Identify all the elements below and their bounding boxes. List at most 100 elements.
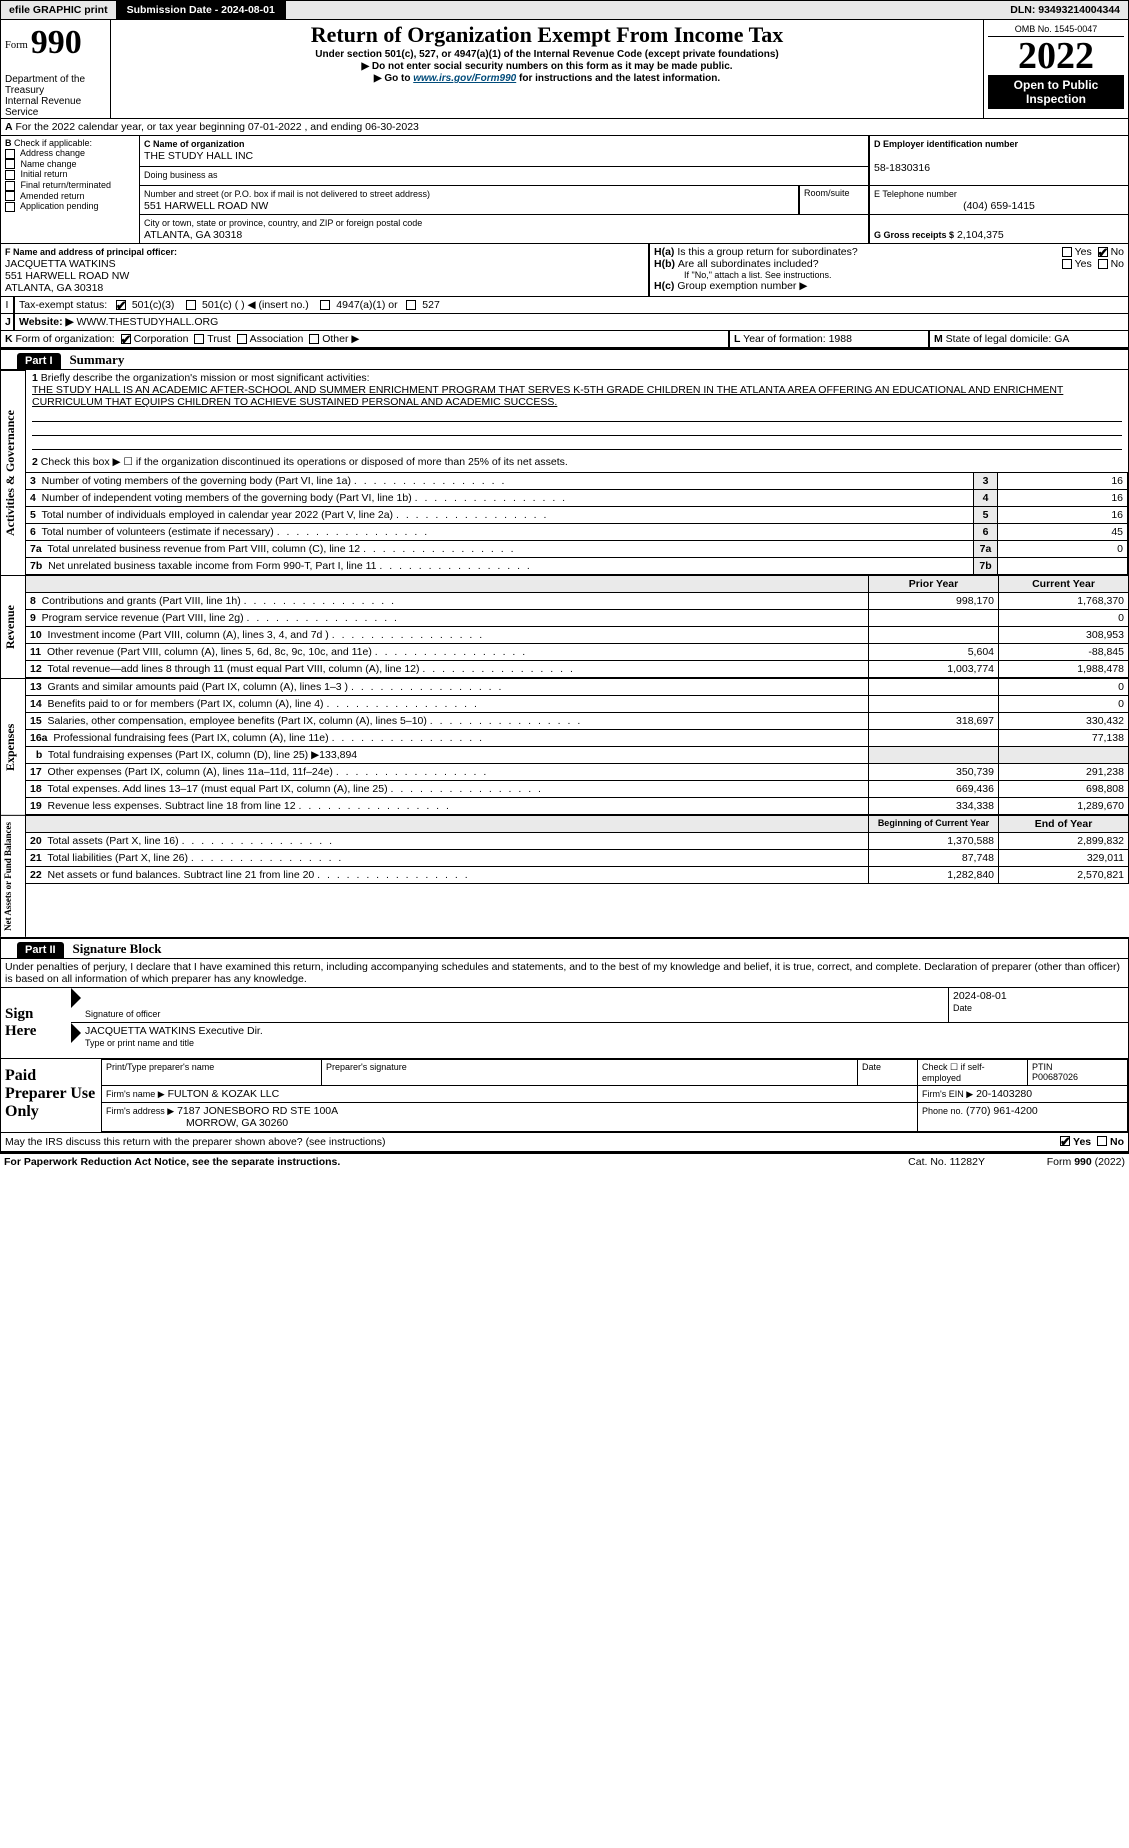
- hb-yes-checkbox[interactable]: [1062, 259, 1072, 269]
- col-prior: Prior Year: [869, 576, 999, 593]
- check-name-change[interactable]: [5, 159, 15, 169]
- firm-name-label: Firm's name ▶: [106, 1089, 165, 1099]
- discuss-yes-checkbox[interactable]: [1060, 1136, 1070, 1146]
- state-domicile-value: GA: [1054, 333, 1069, 345]
- col-begin: Beginning of Current Year: [869, 816, 999, 833]
- phone-label: E Telephone number: [874, 189, 957, 199]
- firm-addr2: MORROW, GA 30260: [106, 1117, 288, 1129]
- irs-gov-link[interactable]: www.irs.gov/Form990: [413, 73, 516, 84]
- org-name-label: C Name of organization: [144, 139, 245, 149]
- ein-value: 58-1830316: [874, 162, 930, 174]
- tab-net-assets: Net Assets or Fund Balances: [0, 815, 26, 937]
- k-trust-checkbox[interactable]: [194, 334, 204, 344]
- tax-status-label: Tax-exempt status:: [19, 299, 107, 311]
- open-inspection-badge: Open to Public Inspection: [988, 75, 1124, 109]
- sign-arrow-icon: [71, 988, 81, 1008]
- phone-value: (404) 659-1415: [874, 200, 1124, 212]
- check-amended-return[interactable]: [5, 191, 15, 201]
- efile-topbar: efile GRAPHIC print Submission Date - 20…: [0, 0, 1129, 20]
- check-application-pending[interactable]: [5, 202, 15, 212]
- form-title-box: Return of Organization Exempt From Incom…: [111, 20, 983, 118]
- part1-title: Summary: [63, 352, 124, 367]
- prep-name-label: Print/Type preparer's name: [102, 1059, 322, 1085]
- check-address-change[interactable]: [5, 149, 15, 159]
- website-value: WWW.THESTUDYHALL.ORG: [76, 316, 218, 328]
- ha-no-checkbox[interactable]: [1098, 247, 1108, 257]
- officer-addr1: 551 HARWELL ROAD NW: [5, 270, 129, 282]
- city-label: City or town, state or province, country…: [144, 218, 422, 228]
- pra-notice: For Paperwork Reduction Act Notice, see …: [4, 1156, 908, 1168]
- dba-label: Doing business as: [144, 170, 218, 180]
- prep-date-label: Date: [858, 1059, 918, 1085]
- state-domicile-label: State of legal domicile:: [946, 333, 1052, 345]
- date-label: Date: [953, 1003, 972, 1013]
- paid-preparer-label: Paid Preparer Use Only: [1, 1059, 101, 1132]
- street-label: Number and street (or P.O. box if mail i…: [144, 189, 430, 199]
- check-initial-return[interactable]: [5, 170, 15, 180]
- cat-no: Cat. No. 11282Y: [908, 1156, 985, 1168]
- gross-value: 2,104,375: [957, 229, 1004, 241]
- self-employed-label: Check ☐ if self-employed: [918, 1059, 1028, 1085]
- status-501c3-checkbox[interactable]: [116, 300, 126, 310]
- officer-name: JACQUETTA WATKINS: [5, 258, 116, 270]
- tax-year: 2022: [988, 37, 1124, 75]
- tab-expenses: Expenses: [0, 678, 26, 815]
- org-name: THE STUDY HALL INC: [144, 150, 253, 162]
- status-4947-checkbox[interactable]: [320, 300, 330, 310]
- officer-typed-name: JACQUETTA WATKINS Executive Dir.: [85, 1025, 263, 1037]
- status-527-checkbox[interactable]: [406, 300, 416, 310]
- prep-sig-label: Preparer's signature: [322, 1059, 858, 1085]
- tax-period: For the 2022 calendar year, or tax year …: [16, 121, 419, 133]
- ein-label: D Employer identification number: [874, 139, 1018, 149]
- ha-yes-checkbox[interactable]: [1062, 247, 1072, 257]
- form-title: Return of Organization Exempt From Incom…: [117, 22, 977, 48]
- k-assoc-checkbox[interactable]: [237, 334, 247, 344]
- discuss-no-checkbox[interactable]: [1097, 1136, 1107, 1146]
- subtitle-2: ▶ Do not enter social security numbers o…: [117, 61, 977, 72]
- efile-label: efile GRAPHIC print: [1, 1, 117, 19]
- year-formation-label: Year of formation:: [743, 333, 826, 345]
- check-final-return-terminated[interactable]: [5, 181, 15, 191]
- col-curr: Current Year: [999, 576, 1129, 593]
- mission-text: THE STUDY HALL IS AN ACADEMIC AFTER-SCHO…: [32, 384, 1063, 408]
- city-value: ATLANTA, GA 30318: [144, 229, 242, 241]
- tab-revenue: Revenue: [0, 575, 26, 678]
- submission-date-btn[interactable]: Submission Date - 2024-08-01: [117, 1, 286, 19]
- sig-date: 2024-08-01: [953, 990, 1007, 1002]
- year-box: OMB No. 1545-0047 2022 Open to Public In…: [983, 20, 1128, 118]
- status-501c-checkbox[interactable]: [186, 300, 196, 310]
- hb-note: If "No," attach a list. See instructions…: [654, 270, 1124, 280]
- dln-label: DLN: 93493214004344: [1002, 1, 1128, 19]
- form-number-box: Form 990 Department of the Treasury Inte…: [1, 20, 111, 118]
- type-name-label: Type or print name and title: [85, 1038, 194, 1048]
- q1-label: Briefly describe the organization's miss…: [41, 372, 370, 384]
- k-corp-checkbox[interactable]: [121, 334, 131, 344]
- dept-treasury: Department of the Treasury: [5, 74, 85, 96]
- part2-title: Signature Block: [67, 941, 162, 956]
- sign-arrow-icon-2: [71, 1023, 81, 1043]
- officer-addr2: ATLANTA, GA 30318: [5, 282, 103, 294]
- hb-no-checkbox[interactable]: [1098, 259, 1108, 269]
- hb-question: Are all subordinates included?: [678, 258, 1062, 270]
- officer-label: F Name and address of principal officer:: [5, 247, 177, 257]
- year-formation-value: 1988: [829, 333, 852, 345]
- ptin-label: PTIN: [1032, 1062, 1053, 1072]
- col-end: End of Year: [999, 816, 1129, 833]
- gross-label: G Gross receipts $: [874, 230, 954, 240]
- room-label: Room/suite: [799, 186, 869, 215]
- ha-question: Is this a group return for subordinates?: [677, 246, 1061, 258]
- check-if-label: Check if applicable:: [14, 138, 92, 148]
- firm-phone: (770) 961-4200: [966, 1105, 1038, 1117]
- subtitle-1: Under section 501(c), 527, or 4947(a)(1)…: [117, 49, 977, 60]
- part1-bar: Part I: [17, 353, 61, 369]
- tab-governance: Activities & Governance: [0, 370, 26, 575]
- firm-ein-label: Firm's EIN ▶: [922, 1089, 973, 1099]
- firm-addr-label: Firm's address ▶: [106, 1106, 174, 1116]
- firm-phone-label: Phone no.: [922, 1106, 963, 1116]
- firm-ein: 20-1403280: [976, 1088, 1032, 1100]
- hc-label: Group exemption number ▶: [677, 280, 807, 292]
- discuss-question: May the IRS discuss this return with the…: [5, 1136, 1060, 1148]
- k-other-checkbox[interactable]: [309, 334, 319, 344]
- firm-name: FULTON & KOZAK LLC: [168, 1088, 280, 1100]
- street-value: 551 HARWELL ROAD NW: [144, 200, 268, 212]
